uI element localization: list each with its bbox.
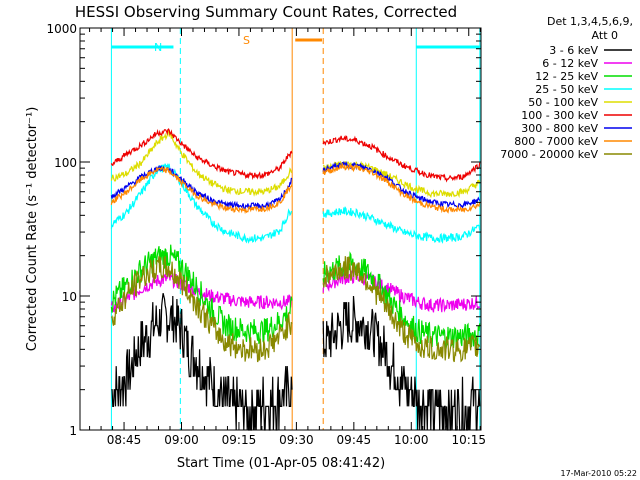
series-line	[110, 244, 293, 345]
series-line	[110, 163, 293, 244]
series-line	[110, 164, 293, 210]
y-tick-label: 100	[54, 156, 77, 170]
legend-entry-label: 25 - 50 keV	[535, 83, 598, 96]
series-line	[111, 293, 293, 431]
series-line	[110, 129, 293, 197]
x-tick-label: 09:00	[164, 433, 199, 447]
legend-entry-label: 12 - 25 keV	[535, 70, 598, 83]
series-7000-20000-keV	[110, 256, 481, 363]
series-line	[322, 269, 481, 313]
y-tick-label: 1	[69, 424, 77, 438]
x-tick-label: 08:45	[107, 433, 142, 447]
x-tick-label: 09:30	[279, 433, 314, 447]
chart-title: HESSI Observing Summary Count Rates, Cor…	[75, 3, 457, 21]
series-layer	[110, 128, 481, 431]
series-800-7000-keV	[110, 162, 481, 215]
series-line	[322, 295, 481, 431]
annotation-n: N	[154, 41, 162, 54]
legend-header-line-2: Att 0	[592, 29, 618, 42]
series-line	[322, 135, 481, 183]
series-100-300-keV	[110, 128, 481, 183]
legend-entry-label: 7000 - 20000 keV	[500, 148, 598, 161]
legend-header-line-1: Det 1,3,4,5,6,9,	[547, 15, 633, 28]
y-tick-label: 1000	[46, 22, 77, 36]
series-line	[110, 128, 293, 181]
y-tick-label: 10	[62, 290, 77, 304]
legend-entry-label: 100 - 300 keV	[521, 109, 598, 122]
footer-date: 17-Mar-2010 05:22	[561, 469, 638, 478]
series-line	[322, 162, 481, 214]
legend-entry-label: 300 - 800 keV	[521, 122, 598, 135]
series-line	[110, 256, 293, 363]
series-25-50-keV	[110, 163, 481, 244]
legend-entry-label: 800 - 7000 keV	[514, 135, 598, 148]
x-axis-label: Start Time (01-Apr-05 08:41:42)	[177, 456, 385, 471]
legend-entry-label: 3 - 6 keV	[549, 44, 598, 57]
series-3-6-keV	[111, 293, 481, 431]
y-axis-label: Corrected Count Rate (s⁻¹ detector⁻¹)	[25, 107, 40, 352]
series-line	[322, 256, 481, 363]
x-tick-label: 10:15	[451, 433, 486, 447]
legend-entry-label: 6 - 12 keV	[542, 57, 598, 70]
legend-entry-label: 50 - 100 keV	[528, 96, 598, 109]
x-tick-label: 09:15	[222, 433, 257, 447]
x-tick-label: 10:00	[394, 433, 429, 447]
series-line	[322, 206, 481, 244]
x-tick-label: 09:45	[337, 433, 372, 447]
axes-layer: 08:45 09:00 09:15 09:30 09:45 10:00 10:15 1 10 10…	[46, 22, 486, 447]
annotation-s: S	[243, 34, 250, 47]
series-line	[110, 166, 293, 215]
plot-frame	[79, 27, 482, 431]
flag-bars-layer	[111, 38, 481, 49]
